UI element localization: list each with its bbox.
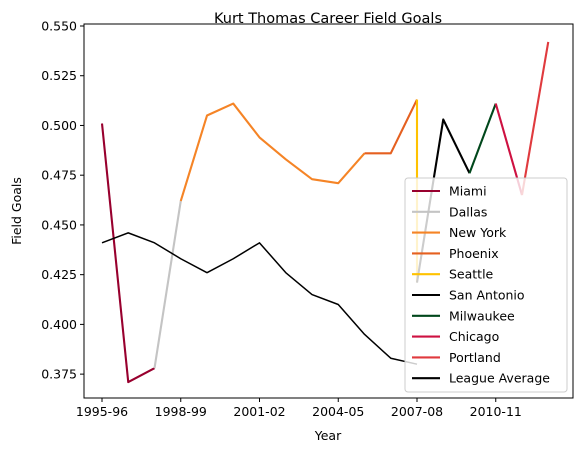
series-line-portland (520, 41, 550, 196)
legend-label-league-average: League Average (449, 371, 550, 386)
y-tick-label: 0.525 (41, 68, 77, 83)
legend-label-milwaukee: Milwaukee (449, 308, 515, 323)
series-line-league-average (101, 232, 418, 365)
x-tick-label: 2007-08 (391, 404, 443, 419)
legend-label-seattle: Seattle (449, 267, 494, 282)
y-tick-label: 0.475 (41, 168, 77, 183)
x-tick-label: 1998-99 (155, 404, 207, 419)
x-tick-label: 2004-05 (312, 404, 364, 419)
y-tick-label: 0.375 (41, 367, 77, 382)
y-tick-label: 0.550 (41, 18, 77, 33)
y-tick-label: 0.425 (41, 267, 77, 282)
legend-box (404, 177, 568, 393)
series-line-milwaukee (468, 103, 497, 174)
legend: Miami Dallas New York Phoenix Seattle San Ant… (404, 177, 568, 393)
x-axis: 1995-96 1998-99 2001-02 2004-05 2007-08 2010-… (76, 398, 522, 419)
legend-label-chicago: Chicago (449, 329, 499, 344)
legend-label-dallas: Dallas (449, 204, 487, 219)
legend-label-new-york: New York (449, 225, 507, 240)
chart-title: Kurt Thomas Career Field Goals (214, 11, 442, 27)
x-tick-label: 2001-02 (233, 404, 285, 419)
legend-label-phoenix: Phoenix (449, 246, 499, 261)
series-line-miami (100, 123, 155, 384)
x-tick-label: 1995-96 (76, 404, 128, 419)
legend-label-san-antonio: San Antonio (449, 288, 525, 303)
y-tick-label: 0.500 (41, 118, 77, 133)
y-tick-label: 0.450 (41, 217, 77, 232)
y-axis: 0.375 0.400 0.425 0.450 0.475 0.500 0.525 0.550 (41, 18, 84, 382)
series-line-new-york (179, 102, 366, 202)
x-tick-label: 2010-11 (470, 404, 522, 419)
y-tick-label: 0.400 (41, 317, 77, 332)
legend-label-miami: Miami (449, 184, 487, 199)
series-line-dallas (153, 200, 182, 369)
plot-frame (83, 23, 574, 399)
y-axis-label: Field Goals (9, 177, 24, 245)
x-axis-label: Year (314, 428, 342, 443)
series-line-phoenix (364, 99, 418, 155)
legend-label-portland: Portland (449, 350, 501, 365)
